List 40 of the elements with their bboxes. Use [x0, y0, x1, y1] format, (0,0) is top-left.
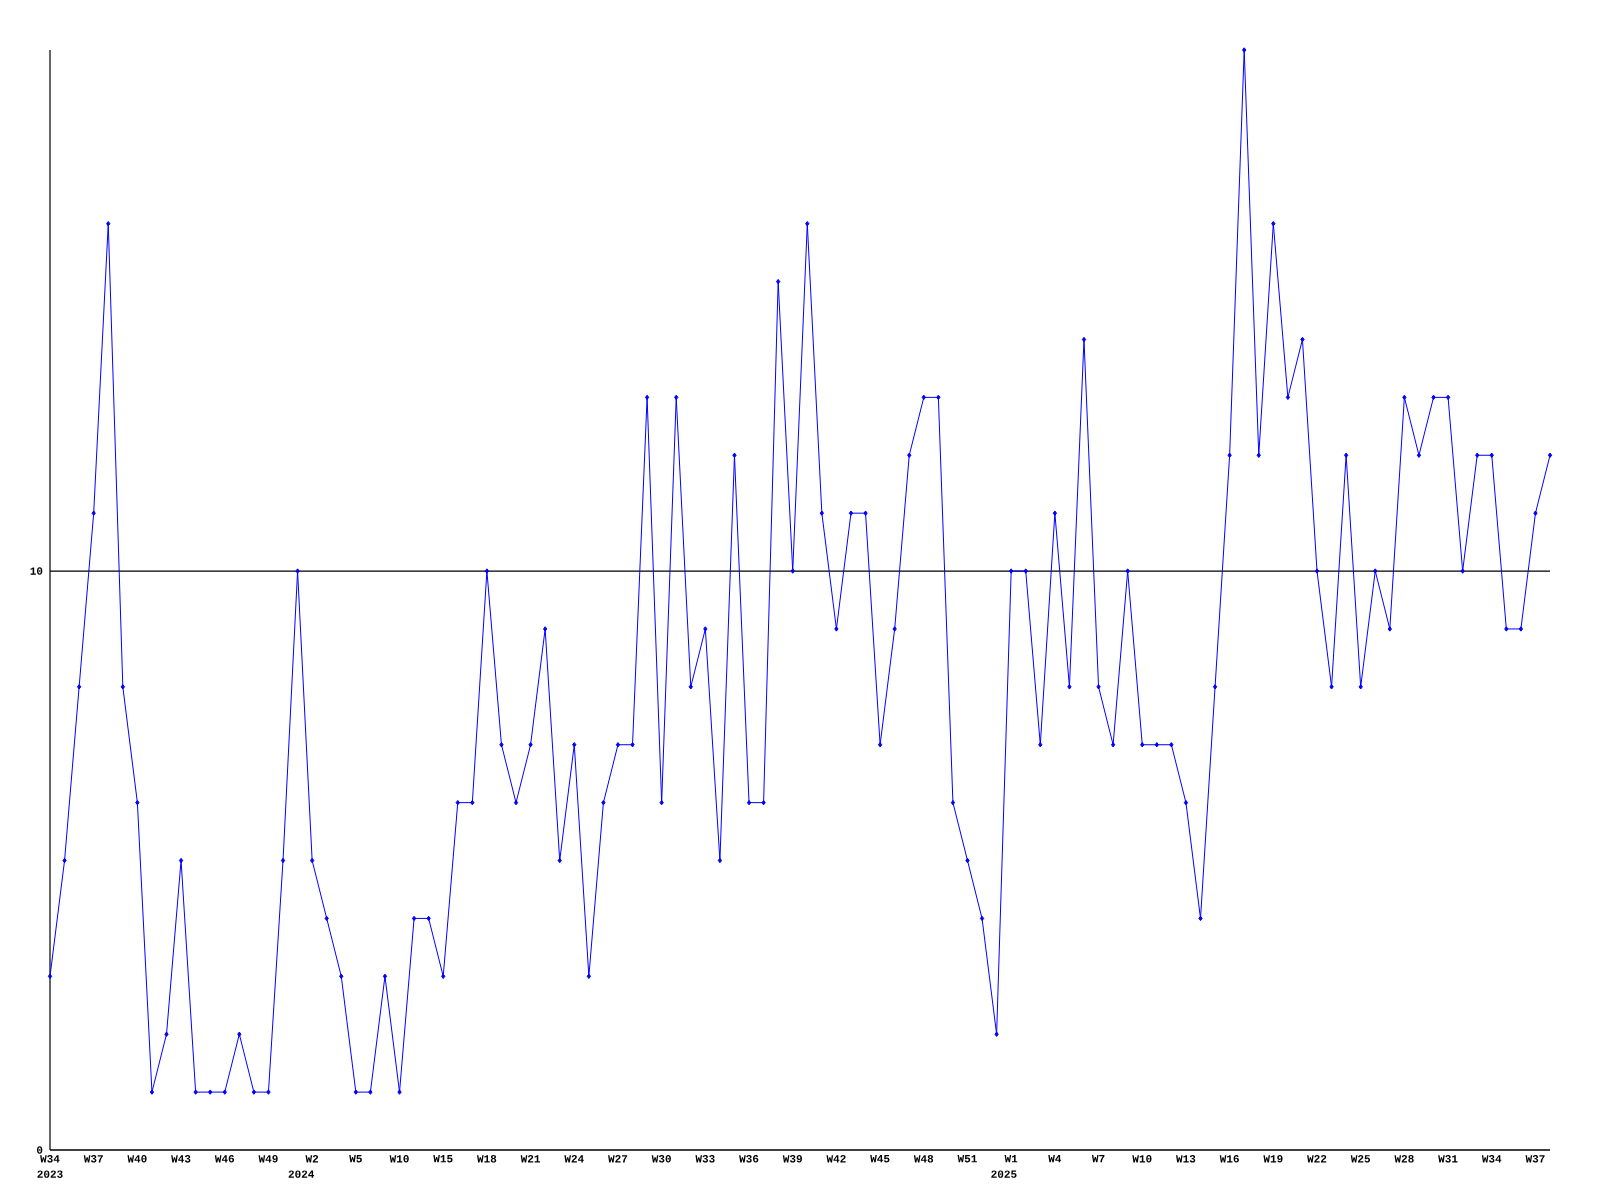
x-tick-label: W43 — [171, 1155, 191, 1163]
x-tick-label: W13 — [1176, 1155, 1196, 1163]
x-tick-label: W34 — [40, 1155, 60, 1163]
x-tick-label: W42 — [826, 1155, 846, 1163]
x-tick-label: W4 — [1048, 1155, 1062, 1163]
x-tick-label: W22 — [1307, 1155, 1327, 1163]
x-tick-label: W1 — [1004, 1155, 1018, 1163]
x-tick-label: W24 — [564, 1155, 584, 1163]
x-tick-label: W36 — [739, 1155, 759, 1163]
x-tick-label: W37 — [83, 1155, 103, 1163]
x-tick-label: W45 — [870, 1155, 890, 1163]
x-tick-label: W48 — [913, 1155, 934, 1163]
x-tick-label: W27 — [608, 1155, 628, 1163]
x-tick-label: W33 — [695, 1155, 715, 1163]
x-tick-label: W21 — [520, 1155, 541, 1163]
x-tick-label: W46 — [214, 1155, 235, 1163]
x-tick-label: W18 — [477, 1155, 497, 1163]
text: 2023 — [37, 1170, 63, 1178]
x-tick-label: W51 — [957, 1155, 977, 1163]
x-tick-label: W49 — [258, 1155, 278, 1163]
x-tick-label: W25 — [1350, 1155, 1371, 1163]
x-tick-label: W15 — [433, 1155, 453, 1163]
y-tick-label: 0 — [36, 1146, 43, 1154]
x-tick-label: W34 — [1481, 1155, 1502, 1163]
x-tick-label: W37 — [1525, 1155, 1545, 1163]
x-tick-label: W10 — [1132, 1155, 1152, 1163]
x-tick-label: W19 — [1263, 1155, 1283, 1163]
x-tick-label: W30 — [651, 1155, 671, 1163]
x-tick-label: W31 — [1438, 1155, 1458, 1163]
x-tick-label: W2 — [305, 1155, 319, 1163]
x-tick-label: W16 — [1219, 1155, 1239, 1163]
x-tick-label: W40 — [127, 1155, 147, 1163]
x-tick-label: W39 — [782, 1155, 802, 1163]
text: 2024 — [288, 1170, 315, 1178]
y-tick-label: 10 — [30, 567, 43, 575]
x-tick-label: W10 — [389, 1155, 409, 1163]
x-tick-label: W5 — [349, 1155, 362, 1163]
text: 2025 — [991, 1170, 1017, 1178]
x-tick-label: W7 — [1091, 1155, 1105, 1163]
x-tick-label: W28 — [1394, 1155, 1414, 1163]
